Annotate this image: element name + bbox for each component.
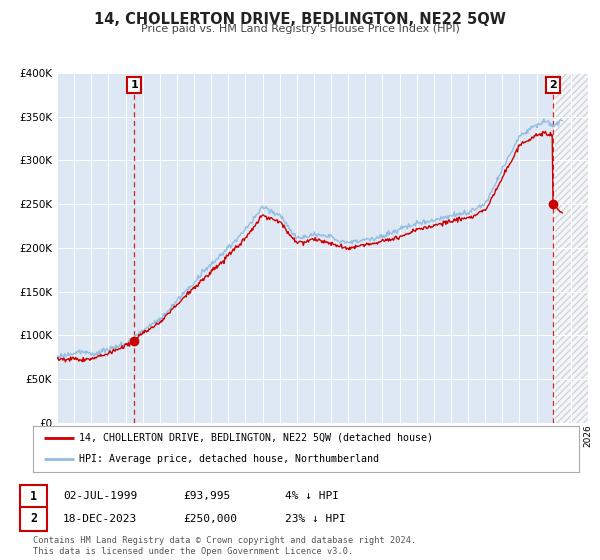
Text: 14, CHOLLERTON DRIVE, BEDLINGTON, NE22 5QW (detached house): 14, CHOLLERTON DRIVE, BEDLINGTON, NE22 5… <box>79 433 433 443</box>
Text: 1: 1 <box>30 489 37 503</box>
Bar <box>554 73 588 423</box>
Text: Contains HM Land Registry data © Crown copyright and database right 2024.
This d: Contains HM Land Registry data © Crown c… <box>33 536 416 556</box>
Text: HPI: Average price, detached house, Northumberland: HPI: Average price, detached house, Nort… <box>79 454 379 464</box>
Text: 1: 1 <box>130 80 138 90</box>
Text: 23% ↓ HPI: 23% ↓ HPI <box>285 514 346 524</box>
Text: 2: 2 <box>30 512 37 525</box>
Text: £250,000: £250,000 <box>183 514 237 524</box>
Text: 2: 2 <box>549 80 557 90</box>
Text: 18-DEC-2023: 18-DEC-2023 <box>63 514 137 524</box>
Text: 4% ↓ HPI: 4% ↓ HPI <box>285 491 339 501</box>
Text: 02-JUL-1999: 02-JUL-1999 <box>63 491 137 501</box>
Text: £93,995: £93,995 <box>183 491 230 501</box>
Text: Price paid vs. HM Land Registry's House Price Index (HPI): Price paid vs. HM Land Registry's House … <box>140 24 460 34</box>
Text: 14, CHOLLERTON DRIVE, BEDLINGTON, NE22 5QW: 14, CHOLLERTON DRIVE, BEDLINGTON, NE22 5… <box>94 12 506 27</box>
